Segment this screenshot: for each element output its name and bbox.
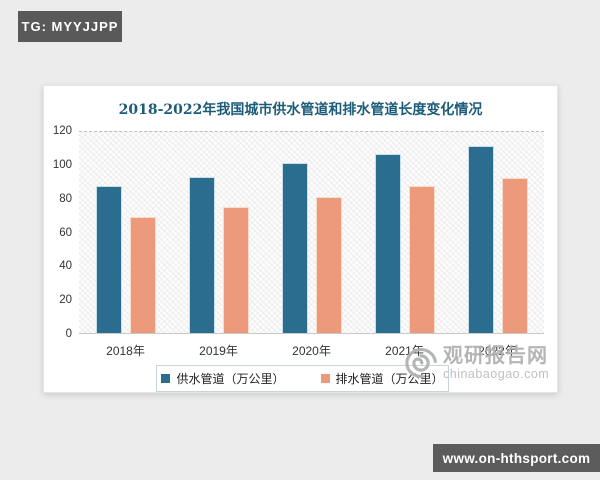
bar-drainage [501, 178, 528, 333]
y-tick-label: 80 [59, 192, 72, 205]
y-tick-label: 60 [59, 226, 72, 239]
y-tick-label: 0 [65, 328, 72, 340]
legend-label: 排水管道（万公里） [335, 372, 444, 386]
legend-marker-drainage [320, 374, 330, 383]
bar-drainage [222, 207, 249, 333]
y-tick-label: 100 [52, 158, 72, 171]
x-tick-label: 2020年 [292, 344, 331, 358]
x-tick-label: 2021年 [385, 344, 424, 358]
legend-item-drainage: 排水管道（万公里） [320, 370, 444, 387]
watermark-domain: chinabaogao.com [443, 366, 550, 381]
site-url-badge: www.on-hthsport.com [433, 444, 600, 472]
bar-supply [95, 186, 122, 333]
plot-area [79, 131, 544, 334]
legend: 供水管道（万公里） 排水管道（万公里） [156, 365, 449, 392]
bar-group [265, 132, 358, 333]
bar-supply [467, 146, 494, 333]
bar-supply [188, 177, 215, 333]
legend-label: 供水管道（万公里） [176, 372, 285, 386]
legend-item-supply: 供水管道（万公里） [161, 370, 285, 387]
bar-supply [281, 162, 308, 333]
x-tick-label: 2019年 [199, 344, 238, 358]
y-tick-label: 40 [59, 260, 72, 273]
tg-badge: TG: MYYJJPP [18, 11, 122, 42]
bar-supply [374, 153, 401, 333]
x-tick-label: 2022年 [478, 344, 517, 358]
bar-group [79, 132, 172, 333]
chart-card: 2018-2022年我国城市供水管道和排水管道长度变化情况 0 20 40 60 80 1… [43, 85, 558, 393]
bar-drainage [315, 197, 342, 333]
y-tick-label: 20 [59, 294, 72, 307]
x-tick-label: 2018年 [106, 344, 145, 358]
bar-group [172, 132, 265, 333]
bar-group [358, 132, 451, 333]
bar-drainage [129, 217, 156, 333]
legend-marker-supply [161, 374, 171, 383]
chart-title: 2018-2022年我国城市供水管道和排水管道长度变化情况 [118, 102, 483, 118]
bar-drainage [408, 185, 435, 333]
bar-group [451, 132, 544, 333]
y-tick-label: 120 [52, 125, 72, 137]
